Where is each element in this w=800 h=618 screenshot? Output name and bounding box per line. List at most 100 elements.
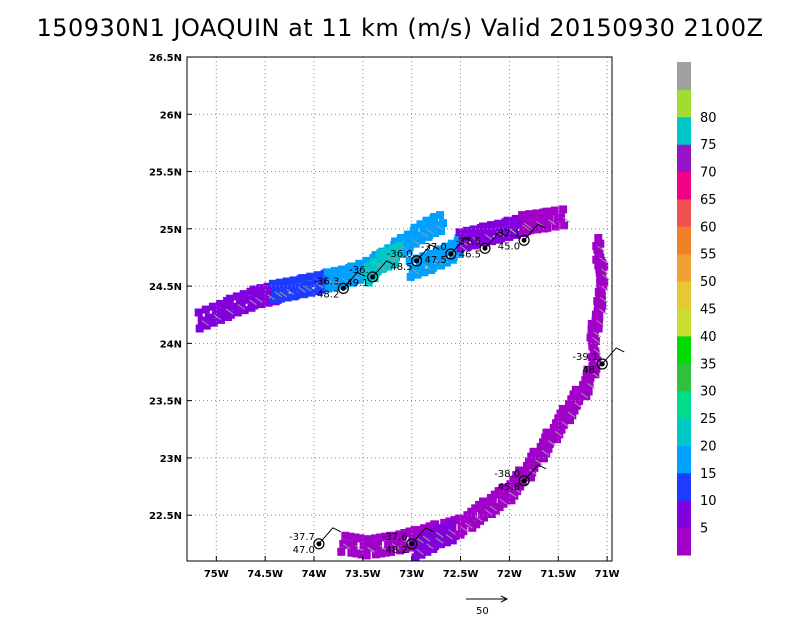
swath-cell	[458, 522, 467, 531]
swath-cell	[426, 537, 435, 545]
swath-cell	[411, 239, 420, 248]
swath-cell	[405, 256, 414, 265]
swath-cell	[401, 238, 410, 247]
swath-cell	[525, 210, 534, 219]
swath-cell	[445, 528, 454, 537]
swath-cell	[439, 219, 447, 228]
wind-vector	[592, 337, 600, 344]
swath-cell	[543, 428, 552, 437]
swath-cell	[393, 250, 402, 258]
vector-legend-label: 50	[476, 606, 489, 617]
colorbar-label: 50	[700, 275, 717, 290]
swath-cell	[370, 534, 379, 543]
swath-cell	[507, 480, 516, 489]
swath-cell	[330, 266, 339, 275]
wind-vector	[365, 268, 373, 275]
wind-vector	[391, 255, 400, 262]
obs-point-marker	[313, 538, 325, 550]
swath-cell	[413, 545, 422, 554]
swath-cell	[591, 348, 600, 357]
colorbar-segment	[677, 390, 691, 419]
swath-cell	[420, 524, 429, 533]
swath-cell	[283, 293, 292, 302]
wind-vector	[401, 245, 410, 252]
swath-cell	[368, 542, 377, 551]
swath-cell	[590, 331, 599, 340]
swath-cell	[463, 242, 472, 251]
wind-barb	[523, 464, 547, 482]
swath-cell	[549, 424, 558, 432]
swath-cell	[546, 436, 555, 445]
swath-cell	[507, 496, 516, 505]
swath-cell	[237, 298, 246, 307]
swath-cell	[361, 535, 370, 544]
swath-cell	[398, 537, 407, 545]
wind-vector	[472, 236, 481, 243]
y-tick-label: 26.5N	[149, 53, 182, 64]
swath-cell	[427, 222, 436, 231]
swath-cell	[528, 468, 537, 477]
swath-cell	[364, 278, 373, 287]
swath-cell	[509, 475, 518, 484]
obs-point-marker	[596, 358, 608, 370]
wind-vector	[541, 449, 550, 456]
swath-cell	[499, 226, 508, 235]
swath-cell	[552, 419, 560, 428]
swath-cell	[447, 239, 456, 248]
swath-cell	[361, 270, 370, 279]
wind-vector	[445, 533, 454, 540]
swath-cell	[536, 443, 545, 451]
swath-cell	[232, 292, 241, 301]
swath-cell	[289, 276, 298, 285]
swath-cell	[569, 390, 578, 399]
obs-point-marker	[479, 242, 491, 254]
swath-cell	[512, 230, 521, 239]
swath-cell	[389, 539, 398, 548]
swath-cell	[521, 469, 529, 478]
swath-cell	[441, 242, 450, 251]
swath-cell	[449, 252, 458, 261]
y-tick-label: 25N	[160, 225, 182, 236]
y-tick-label: 24N	[160, 339, 182, 350]
y-tick-label: 23N	[160, 454, 182, 465]
colorbar-label: 70	[700, 166, 717, 181]
swath-cell	[335, 273, 344, 282]
swath-cell	[391, 237, 400, 246]
swath-cell	[357, 550, 366, 559]
swath-cell	[518, 474, 527, 483]
swath-cell	[374, 541, 382, 550]
swath-cell	[544, 444, 553, 453]
swath-cell	[411, 553, 420, 562]
x-tick-label: 75W	[204, 569, 229, 580]
swath-cell	[590, 354, 599, 363]
swath-cell	[481, 238, 489, 247]
swath-cell	[356, 534, 365, 543]
swath-cell	[348, 262, 357, 271]
swath-cell	[561, 412, 570, 421]
swath-cell	[462, 226, 471, 235]
swath-cell	[532, 455, 541, 464]
swath-cell	[497, 234, 506, 243]
swath-cell	[316, 285, 325, 294]
wind-vector-layer	[201, 216, 610, 555]
swath-cell	[307, 288, 316, 297]
swath-cell	[201, 305, 210, 314]
swath-cell	[249, 285, 258, 294]
swath-cell	[521, 219, 530, 228]
swath-cell	[431, 229, 440, 237]
colorbar-label: 40	[700, 330, 717, 345]
swath-cell	[558, 404, 567, 413]
swath-cell	[584, 387, 593, 396]
swath-cell	[406, 272, 415, 281]
swath-cell	[472, 240, 481, 248]
swath-cell	[268, 279, 277, 288]
wind-barb	[372, 260, 395, 278]
swath-cell	[364, 543, 373, 552]
colorbar-segment	[677, 308, 691, 337]
swath-cell	[216, 299, 224, 308]
wind-barb	[484, 231, 508, 249]
wind-vector	[523, 222, 532, 229]
swath-cell	[383, 246, 392, 255]
wind-vector	[460, 245, 468, 252]
wind-vector	[509, 228, 517, 235]
